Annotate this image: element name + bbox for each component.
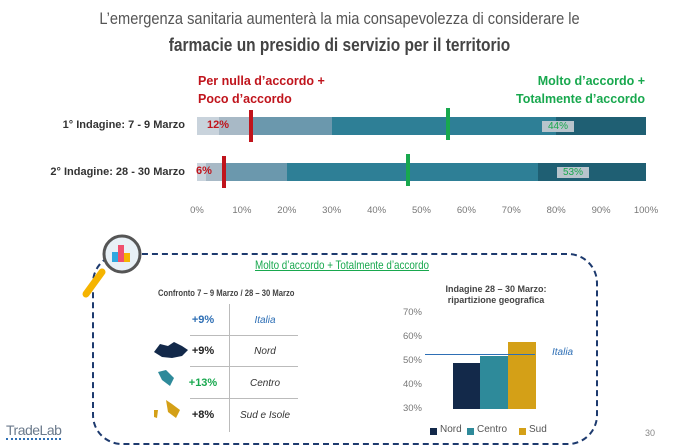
row-label-1: 1° Indagine: 7 - 9 Marzo xyxy=(62,119,185,131)
bar-segment xyxy=(556,117,646,135)
x-tick-label: 20% xyxy=(277,205,297,216)
legend-swatch-nord xyxy=(430,428,437,435)
x-tick-label: 0% xyxy=(190,205,204,216)
sud-map-icon xyxy=(154,400,180,418)
x-tick-label: 10% xyxy=(232,205,252,216)
bar-segment xyxy=(286,163,539,181)
delta-value: +9% xyxy=(191,314,215,326)
geo-title-line1: Indagine 28 – 30 Marzo: xyxy=(445,284,547,294)
y-tick-label: 60% xyxy=(402,331,422,342)
geo-title-line2: ripartizione geografica xyxy=(447,295,545,305)
negative-legend: Per nulla d’accordo + Poco d’accordo xyxy=(198,72,325,108)
bar-segment xyxy=(223,163,287,181)
legend-swatch-sud xyxy=(519,428,526,435)
delta-value: +8% xyxy=(191,409,215,421)
positive-legend: Molto d’accordo + Totalmente d’accordo xyxy=(516,72,645,108)
region-name: Nord xyxy=(254,346,276,357)
row-label-2: 2° Indagine: 28 - 30 Marzo xyxy=(50,166,185,178)
row-divider xyxy=(190,366,298,367)
legend-label-nord: Nord xyxy=(440,424,462,435)
x-tick-label: 80% xyxy=(546,205,566,216)
bar-sud xyxy=(508,341,536,409)
positive-value-label: 53% xyxy=(557,167,590,178)
y-tick-label: 40% xyxy=(402,379,422,390)
region-name: Centro xyxy=(249,378,280,389)
y-tick-label: 30% xyxy=(402,403,422,414)
magnifier-chart-icon xyxy=(82,234,142,298)
positive-value-label: 44% xyxy=(542,121,575,132)
positive-legend-line1: Molto d’accordo + xyxy=(537,74,645,88)
italia-reference-label: Italia xyxy=(552,346,574,358)
positive-legend-line2: Totalmente d’accordo xyxy=(516,92,645,106)
x-tick-label: 40% xyxy=(367,205,387,216)
delta-value: +13% xyxy=(188,377,218,389)
title-line1: L’emergenza sanitaria aumenterà la mia c… xyxy=(99,9,580,28)
legend-label-sud: Sud xyxy=(529,424,547,435)
negative-value-label: 6% xyxy=(196,165,212,177)
region-name: Sud e Isole xyxy=(239,410,291,421)
italia-reference-line xyxy=(425,353,535,356)
bar-segment xyxy=(250,117,332,135)
negative-value-label: 12% xyxy=(207,119,230,131)
legend-swatch-centro xyxy=(467,428,474,435)
x-tick-label: 50% xyxy=(411,205,431,216)
geo-chart-title: Indagine 28 – 30 Marzo: ripartizione geo… xyxy=(440,284,552,306)
table-title: Confronto 7 – 9 Marzo / 28 – 30 Marzo xyxy=(158,288,295,298)
row-divider xyxy=(190,398,298,399)
bar-segment xyxy=(197,163,206,181)
negative-marker xyxy=(221,156,226,188)
bar-segment xyxy=(205,163,224,181)
x-tick-label: 90% xyxy=(591,205,611,216)
region-name: Italia xyxy=(254,315,276,326)
nord-map-icon xyxy=(154,342,188,358)
legend-label-centro: Centro xyxy=(477,424,508,435)
title-line2: farmacie un presidio di servizio per il … xyxy=(168,35,511,55)
delta-value: +9% xyxy=(191,345,215,357)
x-tick-label: 70% xyxy=(501,205,521,216)
x-tick-label: 100% xyxy=(633,205,659,216)
negative-legend-line2: Poco d’accordo xyxy=(198,92,292,106)
bar-segment xyxy=(197,117,220,135)
bar-segment xyxy=(538,163,646,181)
bar-segment xyxy=(331,117,557,135)
bar-segment xyxy=(219,117,251,135)
bar-centro xyxy=(480,356,508,409)
positive-marker xyxy=(446,108,451,140)
bar-nord xyxy=(453,363,481,409)
page-number: 30 xyxy=(645,428,656,438)
x-tick-label: 60% xyxy=(456,205,476,216)
panel-title: Molto d’accordo + Totalmente d’accordo xyxy=(255,258,430,272)
negative-marker xyxy=(248,110,253,142)
row-divider xyxy=(190,335,298,336)
x-tick-label: 30% xyxy=(322,205,342,216)
y-tick-label: 70% xyxy=(402,307,422,318)
y-tick-label: 50% xyxy=(402,355,422,366)
tradelab-logo: TradeLab xyxy=(6,422,62,440)
positive-marker xyxy=(406,154,411,186)
negative-legend-line1: Per nulla d’accordo + xyxy=(198,74,325,88)
table-divider xyxy=(229,304,230,432)
summary-panel xyxy=(92,253,598,445)
centro-map-icon xyxy=(158,370,174,386)
region-maps xyxy=(154,342,188,418)
stacked-bar-chart: 12% 44% 6% 53% 0% 10% 20% 30% 40% 50% 60% 70% 80% 90%… xyxy=(190,0,658,230)
